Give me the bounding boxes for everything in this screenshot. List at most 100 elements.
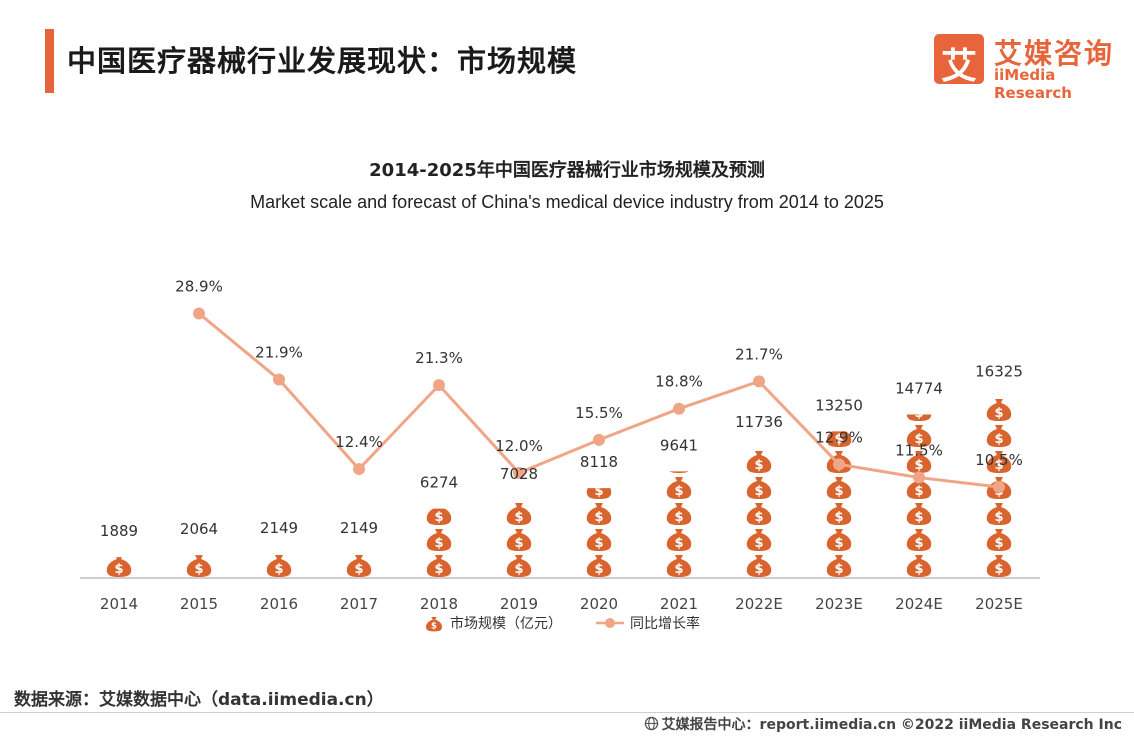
growth-label-2019: 12.0% bbox=[495, 437, 543, 455]
footer-credit: 艾媒报告中心：report.iimedia.cn ©2022 iiMedia R… bbox=[644, 714, 1122, 734]
money-bag-icon bbox=[906, 414, 932, 421]
money-bag-icon bbox=[426, 555, 452, 577]
money-bag-icon bbox=[746, 555, 772, 577]
money-bag-icon bbox=[826, 555, 852, 577]
x-tick-label-2016: 2016 bbox=[260, 595, 298, 613]
money-bag-icon bbox=[586, 529, 612, 551]
growth-label-2021: 18.8% bbox=[655, 373, 703, 391]
money-bag-icon bbox=[666, 529, 692, 551]
x-tick-label-2024E: 2024E bbox=[895, 595, 943, 613]
bar-value-label-2022E: 11736 bbox=[735, 413, 783, 431]
growth-label-2016: 21.9% bbox=[255, 343, 303, 361]
money-bag-icon bbox=[826, 477, 852, 499]
x-tick-label-2021: 2021 bbox=[660, 595, 698, 613]
logo-mark: 艾 bbox=[934, 34, 984, 87]
growth-point-2025E bbox=[993, 480, 1005, 493]
bar-value-label-2015: 2064 bbox=[180, 520, 218, 538]
money-bag-icon bbox=[586, 555, 612, 577]
x-tick-label-2018: 2018 bbox=[420, 595, 458, 613]
growth-label-2017: 12.4% bbox=[335, 433, 383, 451]
money-bag-icon bbox=[426, 508, 452, 525]
x-tick-label-2017: 2017 bbox=[340, 595, 378, 613]
growth-point-2023E bbox=[833, 458, 845, 471]
growth-label-2018: 21.3% bbox=[415, 349, 463, 367]
legend-item-growth-rate: 同比增长率 bbox=[596, 615, 700, 632]
growth-point-2020 bbox=[593, 433, 605, 446]
money-bag-icon bbox=[666, 555, 692, 577]
x-tick-label-2025E: 2025E bbox=[975, 595, 1023, 613]
growth-label-2022E: 21.7% bbox=[735, 345, 783, 363]
globe-icon bbox=[644, 716, 658, 731]
growth-point-2021 bbox=[673, 402, 685, 415]
x-tick-label-2022E: 2022E bbox=[735, 595, 783, 613]
x-tick-label-2015: 2015 bbox=[180, 595, 218, 613]
title-accent-bar bbox=[45, 29, 54, 93]
money-bag-icon bbox=[506, 503, 532, 525]
growth-point-2024E bbox=[913, 471, 925, 484]
growth-label-2023E: 12.9% bbox=[815, 428, 863, 446]
x-tick-label-2014: 2014 bbox=[100, 595, 138, 613]
page-title: 中国医疗器械行业发展现状：市场规模 bbox=[67, 44, 578, 78]
logo-mark-glyph: 艾 bbox=[940, 46, 977, 87]
money-bag-icon bbox=[666, 503, 692, 525]
growth-line-layer bbox=[193, 307, 1005, 493]
footer-divider bbox=[0, 712, 1134, 713]
money-bag-icon bbox=[506, 529, 532, 551]
legend-label-growth-rate: 同比增长率 bbox=[630, 615, 700, 632]
legend-dot-swatch bbox=[605, 618, 615, 628]
growth-point-2017 bbox=[353, 463, 365, 476]
market-scale-chart: $ 18892014206420152149201621492017627420… bbox=[80, 277, 1040, 632]
labels-layer: 1889 2014 2064 2015 2149 2016 2149 2017 6274 2018… bbox=[100, 277, 1023, 613]
bar-2025E bbox=[986, 399, 1012, 577]
money-bag-icon bbox=[266, 555, 292, 577]
legend-label-market-size: 市场规模（亿元） bbox=[450, 615, 562, 632]
x-tick-label-2019: 2019 bbox=[500, 595, 538, 613]
growth-point-2019 bbox=[513, 466, 525, 479]
money-bag-icon bbox=[826, 529, 852, 551]
x-tick-label-2020: 2020 bbox=[580, 595, 618, 613]
money-bag-icon bbox=[906, 503, 932, 525]
bar-value-label-2018: 6274 bbox=[420, 474, 458, 492]
bar-value-label-2019: 7028 bbox=[500, 465, 538, 483]
bars-layer bbox=[106, 399, 1012, 577]
growth-point-2022E bbox=[753, 375, 765, 388]
growth-label-2015: 28.9% bbox=[175, 277, 223, 295]
bar-value-label-2014: 1889 bbox=[100, 522, 138, 540]
money-bag-icon bbox=[986, 555, 1012, 577]
bar-value-label-2023E: 13250 bbox=[815, 396, 863, 414]
money-bag-icon bbox=[426, 529, 452, 551]
data-source: 数据来源：艾媒数据中心（data.iimedia.cn） bbox=[14, 690, 384, 710]
chart-title: 2014-2025年中国医疗器械行业市场规模及预测 bbox=[369, 160, 765, 181]
x-tick-label-2023E: 2023E bbox=[815, 595, 863, 613]
bar-2018 bbox=[426, 508, 452, 577]
money-bag-icon bbox=[746, 451, 772, 473]
bar-2019 bbox=[506, 503, 532, 577]
logo-name-cn: 艾媒咨询 bbox=[994, 37, 1115, 70]
money-bag-icon bbox=[586, 503, 612, 525]
bar-2023E bbox=[826, 431, 852, 577]
bar-value-label-2025E: 16325 bbox=[975, 362, 1023, 380]
money-bag-icon bbox=[986, 425, 1012, 447]
money-bag-icon bbox=[906, 529, 932, 551]
money-bag-icon bbox=[906, 555, 932, 577]
growth-point-2016 bbox=[273, 373, 285, 386]
money-bag-icon bbox=[986, 503, 1012, 525]
money-bag-icon bbox=[826, 503, 852, 525]
money-bag-icon bbox=[666, 477, 692, 499]
growth-label-2020: 15.5% bbox=[575, 404, 623, 422]
money-bag-icon bbox=[506, 555, 532, 577]
growth-point-2015 bbox=[193, 307, 205, 320]
growth-point-2018 bbox=[433, 379, 445, 392]
bar-value-label-2021: 9641 bbox=[660, 436, 698, 454]
bar-value-label-2020: 8118 bbox=[580, 453, 618, 471]
bar-value-label-2024E: 14774 bbox=[895, 380, 943, 398]
money-bag-icon bbox=[346, 555, 372, 577]
bar-value-label-2017: 2149 bbox=[340, 519, 378, 537]
logo-name-en: iiMedia Research bbox=[994, 66, 1072, 102]
money-bag-icon bbox=[746, 529, 772, 551]
growth-label-2025E: 10.5% bbox=[975, 451, 1023, 469]
chart-subtitle: Market scale and forecast of China's med… bbox=[250, 192, 884, 212]
money-bag-icon bbox=[186, 555, 212, 577]
growth-label-2024E: 11.5% bbox=[895, 442, 943, 460]
money-bag-icon bbox=[106, 557, 132, 577]
